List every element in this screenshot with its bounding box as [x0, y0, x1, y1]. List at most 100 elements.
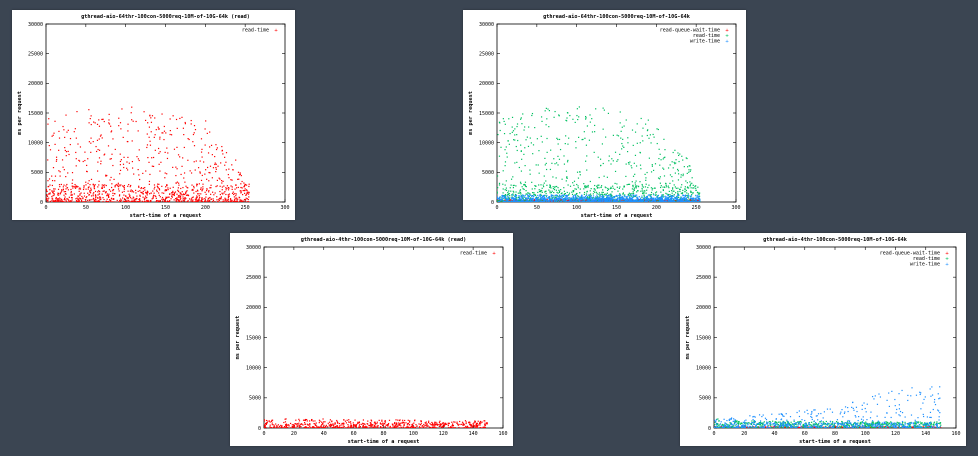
- data-point: [616, 134, 618, 136]
- data-point: [147, 199, 149, 202]
- data-point: [661, 197, 663, 199]
- data-point: [650, 197, 652, 200]
- data-point: [573, 198, 575, 200]
- data-point: [563, 198, 566, 200]
- data-point: [511, 116, 514, 119]
- data-point: [514, 193, 517, 196]
- data-point: [654, 192, 657, 194]
- data-point: [540, 200, 542, 202]
- data-point: [584, 185, 586, 187]
- data-point: [659, 178, 661, 180]
- data-point: [670, 200, 672, 202]
- data-point: [201, 189, 203, 191]
- data-point: [632, 196, 634, 198]
- data-point: [520, 182, 522, 185]
- data-point: [137, 158, 140, 160]
- data-point: [134, 189, 137, 191]
- data-point: [610, 187, 612, 189]
- data-point: [610, 194, 612, 196]
- data-point: [102, 197, 104, 199]
- data-point: [600, 198, 602, 200]
- data-point: [640, 199, 642, 201]
- data-point: [245, 197, 247, 199]
- data-point: [87, 201, 90, 202]
- data-point: [216, 185, 218, 187]
- data-point: [631, 188, 634, 190]
- data-point: [85, 184, 87, 186]
- data-point: [97, 201, 99, 202]
- data-point: [211, 154, 213, 156]
- data-point: [590, 195, 592, 197]
- x-tick-label: 100: [409, 431, 418, 437]
- data-point: [201, 198, 203, 200]
- data-point: [233, 196, 236, 198]
- data-point: [675, 197, 677, 199]
- data-point: [646, 198, 648, 200]
- data-point: [105, 174, 107, 176]
- data-point: [581, 198, 583, 200]
- data-point: [200, 187, 202, 189]
- data-point: [696, 191, 699, 193]
- data-point: [528, 197, 530, 200]
- data-point: [98, 197, 100, 199]
- data-point: [646, 196, 648, 199]
- data-point: [576, 200, 578, 202]
- data-point: [697, 201, 699, 202]
- data-point: [525, 190, 527, 192]
- data-point: [606, 199, 608, 201]
- data-point: [576, 108, 578, 110]
- data-point: [88, 141, 90, 143]
- data-point: [667, 194, 669, 196]
- data-point: [142, 187, 145, 189]
- data-point: [62, 201, 65, 202]
- data-point: [121, 199, 123, 201]
- y-tick-label: 25000: [479, 51, 494, 57]
- data-point: [127, 196, 129, 199]
- data-point: [581, 201, 583, 202]
- data-point: [230, 179, 232, 181]
- data-point: [557, 192, 559, 194]
- data-point: [202, 188, 204, 190]
- data-point: [650, 142, 652, 144]
- data-point: [221, 189, 223, 191]
- data-point: [141, 192, 143, 194]
- data-point: [591, 118, 593, 120]
- data-point: [575, 197, 577, 199]
- data-point: [672, 151, 674, 154]
- data-point: [679, 153, 681, 155]
- data-point: [234, 188, 236, 190]
- data-point: [630, 198, 633, 200]
- data-point: [693, 200, 695, 202]
- data-point: [536, 138, 538, 140]
- data-point: [669, 193, 671, 196]
- data-point: [108, 196, 110, 198]
- data-point: [512, 187, 515, 189]
- data-point: [541, 187, 543, 189]
- data-point: [131, 140, 133, 142]
- data-point: [592, 200, 594, 202]
- data-point: [497, 198, 499, 200]
- data-point: [652, 193, 654, 195]
- data-point: [236, 199, 238, 201]
- data-point: [197, 193, 199, 195]
- data-point: [597, 197, 599, 200]
- data-point: [559, 148, 562, 151]
- series-read-time: [264, 418, 488, 428]
- data-point: [553, 116, 555, 118]
- data-point: [498, 121, 501, 123]
- data-point: [685, 157, 687, 159]
- data-point: [659, 186, 662, 189]
- data-point: [567, 112, 569, 114]
- data-point: [686, 182, 688, 184]
- data-point: [578, 136, 580, 138]
- data-point: [90, 123, 92, 126]
- data-point: [629, 194, 631, 196]
- data-point: [136, 156, 138, 158]
- data-point: [158, 194, 160, 196]
- data-point: [71, 197, 73, 199]
- data-point: [636, 191, 638, 193]
- data-point: [159, 136, 161, 138]
- data-point: [110, 200, 112, 202]
- data-point: [58, 137, 61, 139]
- data-point: [639, 197, 642, 199]
